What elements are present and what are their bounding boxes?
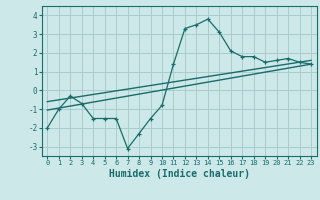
X-axis label: Humidex (Indice chaleur): Humidex (Indice chaleur) xyxy=(109,169,250,179)
